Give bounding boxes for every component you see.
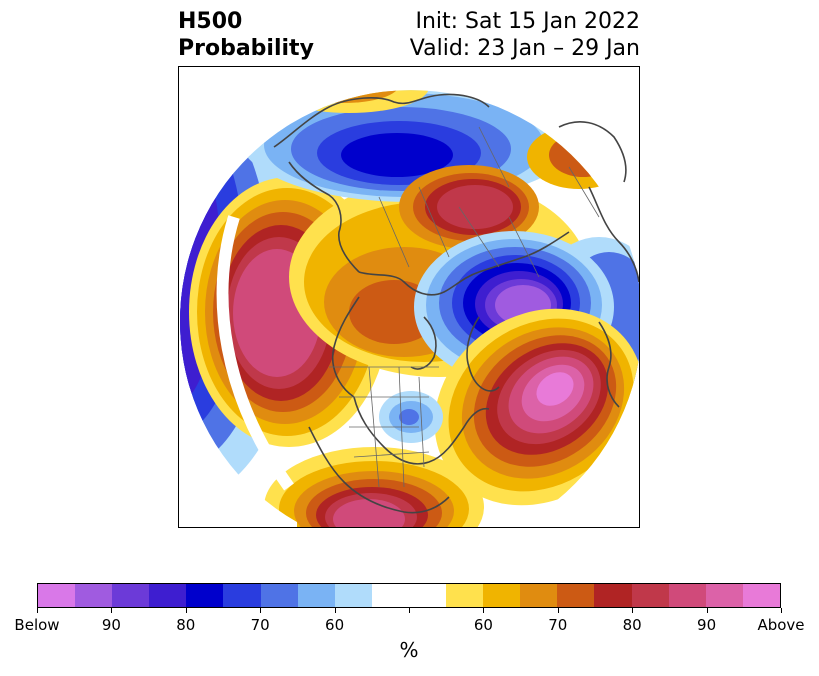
colorbar-swatch (186, 584, 224, 607)
colorbar-tick (482, 608, 484, 613)
above-region-south (264, 447, 484, 527)
colorbar-tick (185, 608, 187, 613)
colorbar-swatch (520, 584, 558, 607)
colorbar-tick-label: 80 (176, 616, 196, 634)
colorbar-tick-label: 60 (325, 616, 345, 634)
colorbar-tick-label: 90 (697, 616, 717, 634)
above-region-central (399, 165, 539, 249)
colorbar-swatch (38, 584, 76, 607)
map-panel (178, 66, 640, 528)
colorbar-tick (259, 608, 261, 613)
probability-field (179, 90, 639, 527)
colorbar-swatch (112, 584, 150, 607)
colorbar-swatch (705, 584, 743, 607)
colorbar-tick-label: Above (757, 616, 805, 634)
colorbar-tick-label: 80 (622, 616, 642, 634)
colorbar-tick-label: 70 (548, 616, 568, 634)
colorbar-tick (631, 608, 633, 613)
colorbar-swatch (408, 584, 447, 607)
above-region-europe (434, 308, 639, 506)
colorbar-label: % (399, 638, 419, 662)
colorbar-tick-label: Below (14, 616, 60, 634)
probability-map (179, 90, 639, 527)
colorbar-tick (706, 608, 708, 613)
colorbar-swatch (557, 584, 595, 607)
colorbar-tick-label: 70 (250, 616, 270, 634)
colorbar-tick-label: 60 (473, 616, 493, 634)
colorbar-swatch (223, 584, 261, 607)
colorbar-swatch (668, 584, 706, 607)
colorbar-swatch (297, 584, 335, 607)
colorbar-tick (557, 608, 559, 613)
political-borders (329, 126, 600, 488)
title-line-2: Probability (178, 36, 314, 61)
colorbar-swatch (742, 584, 780, 607)
colorbar-swatch (75, 584, 113, 607)
colorbar-swatch (334, 584, 372, 607)
title-line-1: H500 (178, 9, 243, 34)
colorbar-swatch (446, 584, 484, 607)
colorbar-swatch (260, 584, 298, 607)
colorbar-swatch (371, 584, 409, 607)
colorbar-swatch (149, 584, 187, 607)
colorbar-swatch (483, 584, 521, 607)
coastlines (273, 93, 639, 514)
colorbar (37, 583, 781, 608)
init-date: Init: Sat 15 Jan 2022 (415, 9, 640, 34)
date-block: Init: Sat 15 Jan 2022 Valid: 23 Jan – 29… (410, 8, 640, 62)
neutral-band-pacific (216, 215, 294, 491)
above-region-northeast (527, 125, 631, 189)
colorbar-tick (110, 608, 112, 613)
colorbar-tick (408, 608, 410, 613)
colorbar-tick (36, 608, 38, 613)
colorbar-tick (780, 608, 782, 613)
below-region-east-coast (379, 391, 443, 443)
colorbar-swatch (594, 584, 632, 607)
colorbar-tick-label: 90 (101, 616, 121, 634)
colorbar-swatch (631, 584, 669, 607)
colorbar-tick (334, 608, 336, 613)
title-block: H500 Probability (178, 8, 314, 62)
valid-dates: Valid: 23 Jan – 29 Jan (409, 36, 640, 61)
